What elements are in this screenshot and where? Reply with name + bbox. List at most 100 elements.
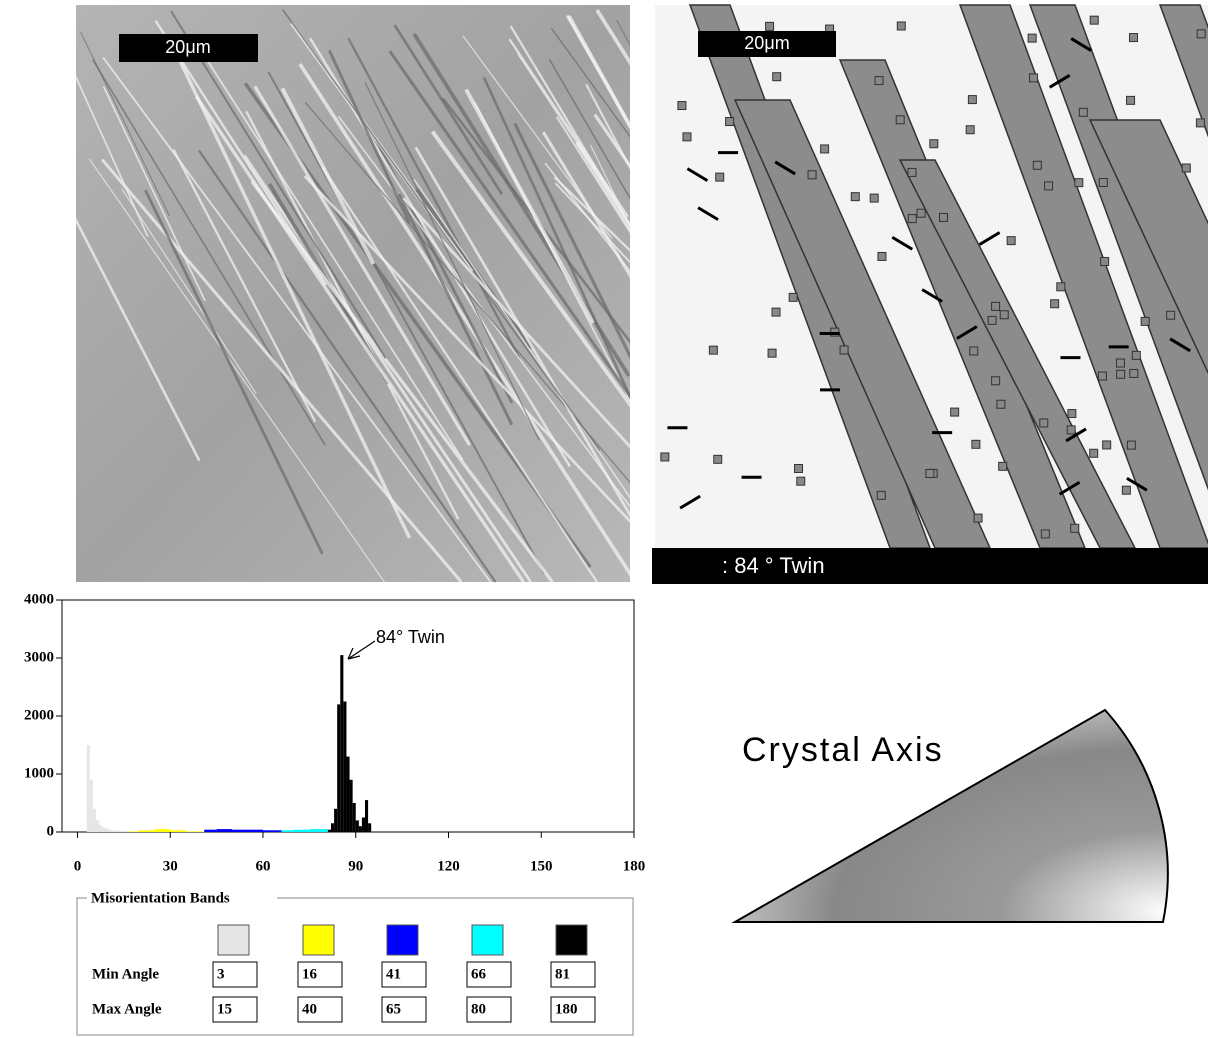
figure-canvas: 20μm 20μm : 84 ° Twin 010002000300040000… bbox=[0, 0, 1208, 1038]
bands-table: 31516404165668081180 bbox=[213, 925, 595, 1022]
pixel bbox=[1197, 30, 1205, 38]
pixel bbox=[992, 302, 1000, 310]
band-swatch bbox=[472, 925, 503, 955]
pixel bbox=[1079, 108, 1087, 116]
max-angle: 80 bbox=[471, 1001, 486, 1017]
pixel bbox=[972, 440, 980, 448]
histogram-bar bbox=[365, 800, 368, 832]
pixel bbox=[683, 133, 691, 141]
max-angle: 180 bbox=[555, 1001, 578, 1017]
scale-bar-label: 20μm bbox=[165, 37, 210, 57]
histogram-bar bbox=[186, 831, 205, 832]
pixel bbox=[716, 173, 724, 181]
pixel bbox=[1075, 179, 1083, 187]
pixel bbox=[908, 168, 916, 176]
figure: 20μm 20μm : 84 ° Twin 010002000300040000… bbox=[0, 0, 1208, 1038]
min-angle: 66 bbox=[471, 966, 487, 982]
pixel bbox=[1099, 179, 1107, 187]
pixel bbox=[808, 171, 816, 179]
pixel bbox=[1127, 96, 1135, 104]
histogram-bar bbox=[124, 831, 127, 832]
histogram-bar bbox=[139, 830, 154, 832]
pixel bbox=[797, 477, 805, 485]
histogram-bar bbox=[204, 830, 216, 832]
x-tick-label: 30 bbox=[163, 858, 178, 874]
pixel bbox=[1196, 119, 1204, 127]
band-swatch bbox=[218, 925, 249, 955]
histogram-bar bbox=[362, 818, 365, 833]
pixel bbox=[951, 408, 959, 416]
pixel bbox=[768, 349, 776, 357]
pixel bbox=[896, 116, 904, 124]
pixel bbox=[917, 209, 925, 217]
pixel bbox=[1033, 161, 1041, 169]
max-angle: 65 bbox=[386, 1001, 401, 1017]
x-tick-label: 120 bbox=[437, 858, 460, 874]
x-tick-label: 60 bbox=[255, 858, 270, 874]
histogram-bar bbox=[99, 825, 102, 832]
scale-bar-label: 20μm bbox=[744, 33, 789, 53]
pixel bbox=[1028, 34, 1036, 42]
histogram-bar bbox=[121, 831, 124, 832]
pixel bbox=[1101, 257, 1109, 265]
pixel bbox=[661, 453, 669, 461]
pixel bbox=[1090, 16, 1098, 24]
histogram-bar bbox=[263, 830, 282, 832]
pixel bbox=[1045, 182, 1053, 190]
mask bbox=[630, 0, 655, 590]
mask bbox=[0, 0, 76, 590]
histogram-bar bbox=[90, 780, 93, 832]
pixel bbox=[840, 346, 848, 354]
histogram-bar bbox=[309, 829, 328, 832]
x-tick-label: 150 bbox=[530, 858, 553, 874]
min-angle: 16 bbox=[302, 966, 318, 982]
pixel bbox=[1071, 524, 1079, 532]
histogram-bar bbox=[282, 830, 294, 832]
pixel bbox=[966, 126, 974, 134]
pixel bbox=[1103, 441, 1111, 449]
histogram-bar bbox=[248, 830, 263, 832]
pixel bbox=[999, 462, 1007, 470]
histogram-bar bbox=[359, 826, 362, 832]
histogram-bar bbox=[334, 809, 337, 832]
y-tick-label: 0 bbox=[47, 823, 55, 839]
pixel bbox=[789, 293, 797, 301]
y-tick-label: 2000 bbox=[24, 707, 54, 723]
histogram-bar bbox=[353, 803, 356, 832]
pixel bbox=[926, 469, 934, 477]
pixel bbox=[1051, 300, 1059, 308]
panel-title: Misorientation Bands bbox=[91, 890, 230, 906]
min-angle: 3 bbox=[217, 966, 225, 982]
histogram-bar bbox=[127, 831, 139, 832]
pixel bbox=[1041, 530, 1049, 538]
pixel bbox=[709, 346, 717, 354]
band-swatch bbox=[303, 925, 334, 955]
pixel bbox=[1122, 486, 1130, 494]
histogram-bar bbox=[170, 830, 185, 832]
max-angle: 15 bbox=[217, 1001, 232, 1017]
pixel bbox=[772, 308, 780, 316]
histogram-bar bbox=[118, 831, 121, 832]
pixel bbox=[940, 213, 948, 221]
pixel bbox=[851, 193, 859, 201]
histogram-bar bbox=[87, 745, 90, 832]
pixel bbox=[997, 400, 1005, 408]
pixel bbox=[1030, 74, 1038, 82]
pixel bbox=[766, 22, 774, 30]
pixel bbox=[988, 316, 996, 324]
histogram-bar bbox=[356, 820, 359, 832]
histogram-bar bbox=[108, 830, 111, 832]
max-angle: 40 bbox=[302, 1001, 317, 1017]
pixel bbox=[1132, 351, 1140, 359]
pixel bbox=[992, 377, 1000, 385]
band-swatch bbox=[387, 925, 418, 955]
histogram-bar bbox=[155, 829, 170, 832]
pixel bbox=[897, 22, 905, 30]
histogram-bar bbox=[350, 780, 353, 832]
pixel bbox=[974, 514, 982, 522]
pixel bbox=[1130, 34, 1138, 42]
histogram-bar bbox=[294, 830, 309, 832]
ebsd-map bbox=[630, 0, 1208, 590]
histogram-bar bbox=[93, 809, 96, 832]
pixel bbox=[930, 140, 938, 148]
